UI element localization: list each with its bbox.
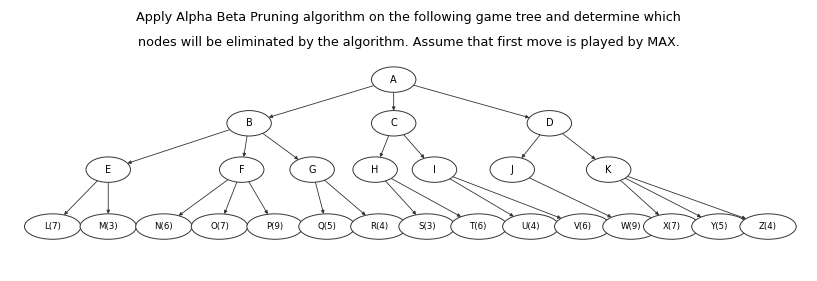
Ellipse shape: [136, 214, 192, 239]
Text: A: A: [391, 74, 397, 85]
Ellipse shape: [603, 214, 659, 239]
Ellipse shape: [25, 214, 81, 239]
Text: I: I: [433, 165, 436, 175]
Text: Q(5): Q(5): [318, 222, 337, 231]
Text: Z(4): Z(4): [759, 222, 777, 231]
Text: Apply Alpha Beta Pruning algorithm on the following game tree and determine whic: Apply Alpha Beta Pruning algorithm on th…: [136, 11, 681, 24]
Ellipse shape: [644, 214, 700, 239]
Text: L(7): L(7): [44, 222, 61, 231]
Text: H: H: [372, 165, 379, 175]
Ellipse shape: [227, 111, 271, 136]
Text: D: D: [546, 118, 553, 128]
Ellipse shape: [740, 214, 797, 239]
Ellipse shape: [86, 157, 131, 182]
Ellipse shape: [587, 157, 631, 182]
Ellipse shape: [490, 157, 534, 182]
Ellipse shape: [299, 214, 355, 239]
Ellipse shape: [692, 214, 748, 239]
Text: O(7): O(7): [210, 222, 229, 231]
Ellipse shape: [372, 67, 416, 92]
Ellipse shape: [399, 214, 455, 239]
Text: T(6): T(6): [471, 222, 488, 231]
Ellipse shape: [413, 157, 457, 182]
Text: P(9): P(9): [266, 222, 283, 231]
Text: W(9): W(9): [621, 222, 641, 231]
Text: K: K: [605, 165, 612, 175]
Ellipse shape: [372, 111, 416, 136]
Ellipse shape: [247, 214, 303, 239]
Text: C: C: [391, 118, 397, 128]
Ellipse shape: [555, 214, 611, 239]
Ellipse shape: [80, 214, 136, 239]
Ellipse shape: [191, 214, 248, 239]
Text: V(6): V(6): [574, 222, 592, 231]
Ellipse shape: [527, 111, 572, 136]
Text: G: G: [308, 165, 316, 175]
Text: S(3): S(3): [418, 222, 435, 231]
Text: X(7): X(7): [663, 222, 681, 231]
Text: R(4): R(4): [370, 222, 388, 231]
Text: N(6): N(6): [154, 222, 173, 231]
Text: B: B: [246, 118, 252, 128]
Ellipse shape: [290, 157, 334, 182]
Text: Y(5): Y(5): [711, 222, 729, 231]
Ellipse shape: [220, 157, 264, 182]
Text: M(3): M(3): [98, 222, 118, 231]
Text: F: F: [239, 165, 244, 175]
Ellipse shape: [350, 214, 407, 239]
Ellipse shape: [451, 214, 507, 239]
Text: J: J: [511, 165, 514, 175]
Ellipse shape: [353, 157, 397, 182]
Ellipse shape: [502, 214, 559, 239]
Text: U(4): U(4): [521, 222, 540, 231]
Text: nodes will be eliminated by the algorithm. Assume that first move is played by M: nodes will be eliminated by the algorith…: [137, 36, 680, 49]
Text: E: E: [105, 165, 111, 175]
